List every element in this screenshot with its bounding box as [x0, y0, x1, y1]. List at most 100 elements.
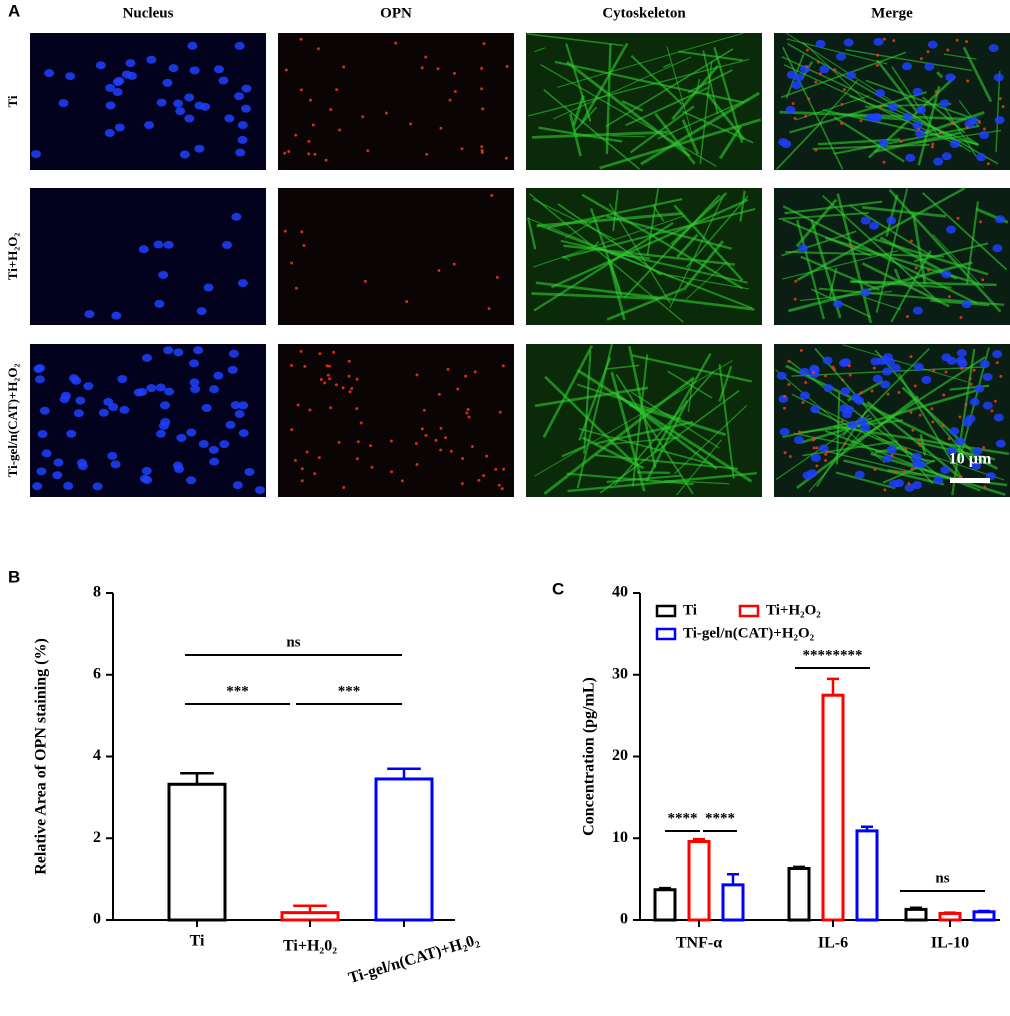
opn-spot	[290, 428, 294, 432]
nucleus	[994, 116, 1005, 125]
error-bar	[693, 837, 705, 842]
significance-label: ****	[705, 810, 735, 826]
error-bar	[910, 906, 922, 910]
nucleus	[841, 358, 852, 367]
nucleus	[139, 474, 150, 483]
x-tick-label: IL-10	[931, 935, 969, 952]
opn-spot	[328, 364, 332, 368]
opn-spot	[487, 307, 491, 311]
legend-swatch	[738, 604, 760, 618]
opn-spot	[930, 145, 934, 149]
y-axis-title: Concentration (pg/mL)	[581, 677, 598, 836]
fiber	[526, 217, 537, 250]
opn-spot	[805, 48, 809, 52]
opn-spot	[482, 474, 486, 478]
nucleus	[110, 460, 121, 469]
fiber	[876, 59, 919, 113]
opn-spot	[969, 382, 973, 386]
significance-label: ********	[803, 647, 863, 663]
nucleus	[992, 244, 1003, 253]
nucleus	[168, 64, 179, 73]
opn-spot	[824, 374, 828, 378]
fiber	[842, 344, 968, 383]
fiber	[534, 360, 733, 477]
fiber	[919, 433, 927, 456]
opn-spot	[361, 115, 365, 119]
nucleus	[793, 436, 804, 445]
nucleus	[818, 444, 829, 453]
nucleus	[956, 349, 967, 358]
y-tick-label: 40	[612, 584, 628, 601]
opn-spot	[951, 121, 955, 125]
nucleus	[186, 428, 197, 437]
nucleus	[854, 470, 865, 479]
opn-spot	[842, 88, 846, 92]
opn-spot	[324, 158, 328, 162]
opn-spot	[323, 381, 327, 385]
nucleus	[234, 92, 245, 101]
opn-spot	[931, 420, 935, 424]
fiber	[702, 50, 719, 115]
bar	[374, 777, 434, 922]
y-tick-label: 8	[93, 584, 101, 601]
nucleus	[846, 71, 857, 80]
opn-spot	[309, 98, 313, 102]
error-bar	[978, 909, 990, 913]
nucleus	[882, 367, 893, 376]
fiber	[861, 262, 950, 308]
nucleus	[119, 405, 130, 414]
fiber	[646, 188, 660, 256]
fiber	[864, 296, 902, 311]
panel-label: C	[552, 579, 564, 598]
micrograph	[30, 188, 266, 325]
nucleus	[172, 461, 183, 470]
nucleus	[939, 99, 950, 108]
nucleus	[213, 65, 224, 74]
nucleus	[912, 459, 923, 468]
opn-spot	[876, 53, 880, 57]
row-label: Ti-gel/n(CAT)+H₂O₂	[5, 364, 20, 478]
nucleus	[949, 140, 960, 149]
opn-spot	[300, 479, 304, 483]
opn-spot	[878, 106, 882, 110]
nucleus	[870, 357, 881, 366]
opn-spot	[439, 126, 443, 130]
nucleus	[902, 62, 913, 71]
opn-spot	[460, 482, 464, 486]
opn-spot	[902, 470, 906, 474]
opn-spot	[467, 415, 471, 419]
nucleus	[912, 87, 923, 96]
nucleus	[887, 102, 898, 111]
opn-spot	[415, 463, 419, 467]
nucleus	[175, 107, 186, 116]
opn-spot	[894, 470, 898, 474]
nucleus	[979, 359, 990, 368]
opn-spot	[814, 148, 818, 152]
fiber	[605, 48, 734, 128]
opn-spot	[504, 156, 508, 160]
fiber	[606, 287, 684, 321]
opn-spot	[316, 47, 320, 51]
nucleus	[241, 84, 252, 93]
opn-spot	[473, 370, 477, 374]
nucleus	[840, 387, 851, 396]
nucleus	[974, 384, 985, 393]
nucleus	[945, 73, 956, 82]
opn-spot	[831, 365, 835, 369]
opn-spot	[293, 458, 297, 462]
opn-spot	[787, 382, 791, 386]
nucleus	[34, 375, 45, 384]
opn-spot	[917, 438, 921, 442]
nucleus	[941, 353, 952, 362]
nucleus	[941, 152, 952, 161]
fiber	[621, 99, 644, 112]
fiber	[572, 95, 585, 126]
nucleus	[104, 129, 115, 138]
opn-spot	[875, 63, 879, 67]
nucleus	[244, 467, 255, 476]
opn-spot	[425, 152, 429, 156]
opn-spot	[456, 387, 460, 391]
opn-spot	[843, 442, 847, 446]
nucleus	[878, 139, 889, 148]
nucleus	[66, 429, 77, 438]
